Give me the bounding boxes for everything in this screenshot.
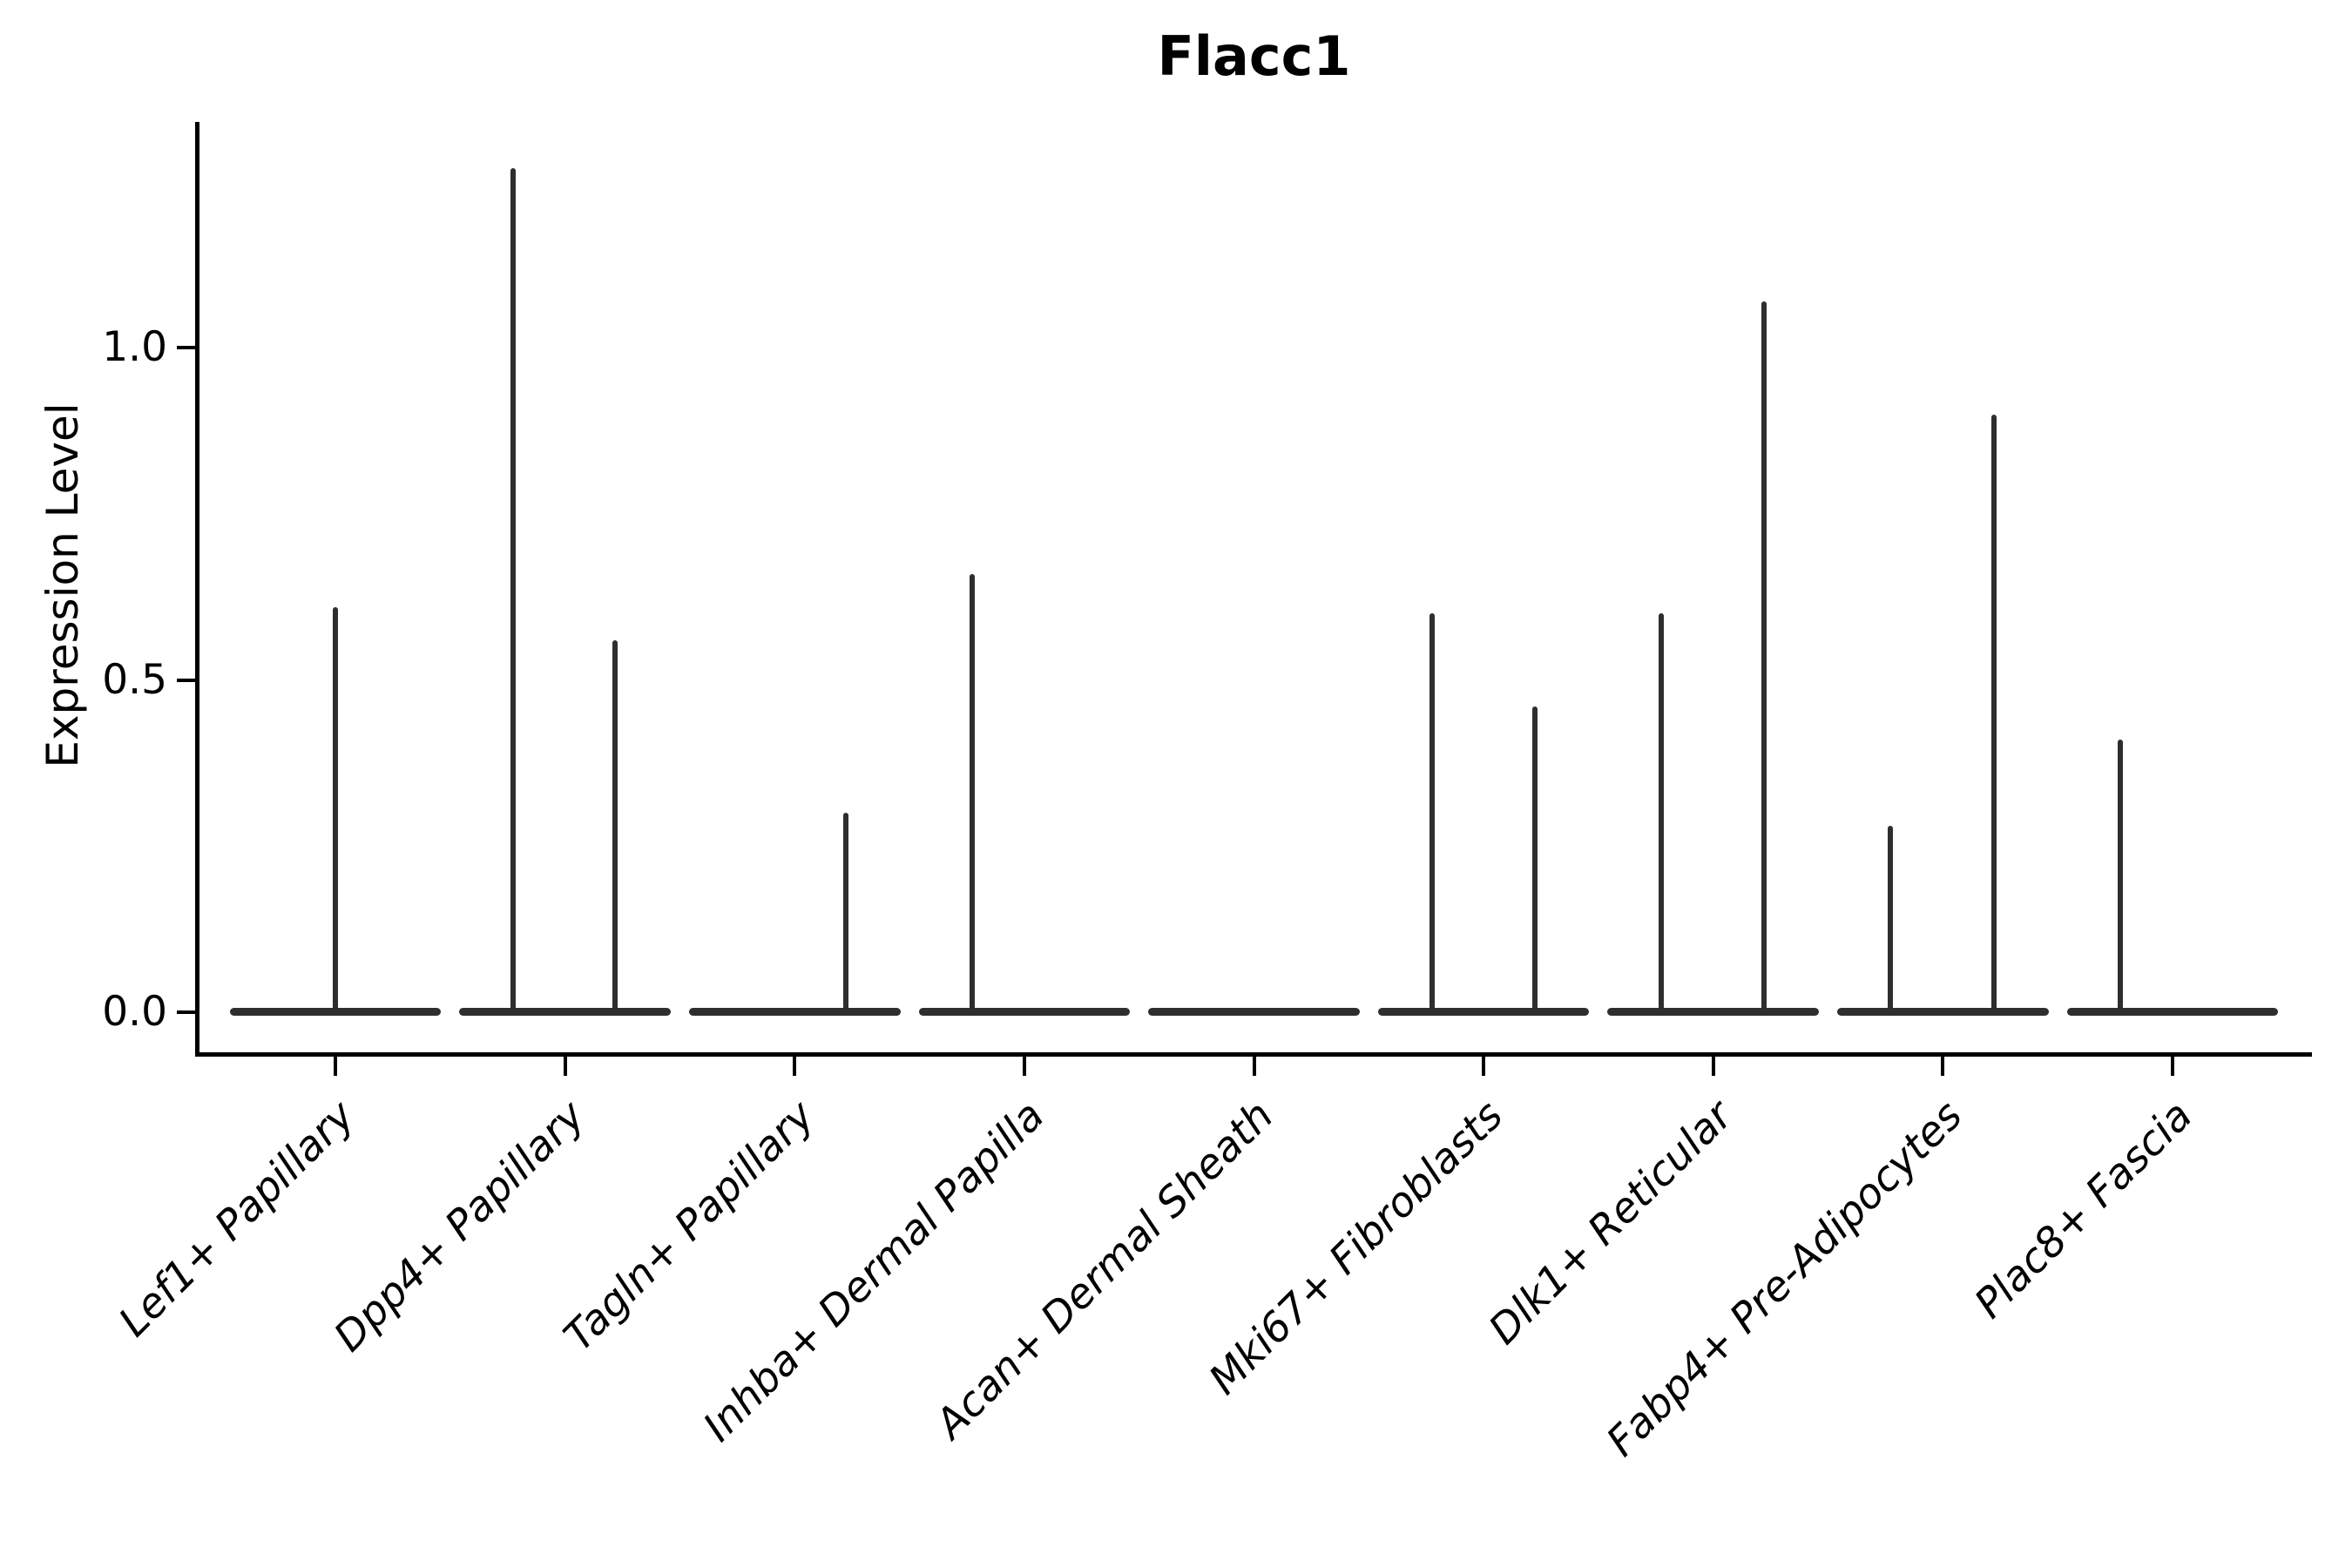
x-tick-mark [793, 1057, 797, 1076]
y-axis-spine [195, 122, 199, 1057]
x-tick-mark [563, 1057, 567, 1076]
violin-base [689, 1008, 901, 1017]
violin-spike [1531, 706, 1538, 1016]
violin-spike [510, 168, 516, 1016]
x-tick-mark [1941, 1057, 1945, 1076]
x-tick-mark [2170, 1057, 2174, 1076]
violin-spike [333, 606, 339, 1016]
x-tick-mark [1252, 1057, 1256, 1076]
violin-spike [1761, 301, 1767, 1016]
x-tick-mark [1482, 1057, 1486, 1076]
y-tick-mark [177, 1010, 195, 1014]
violin-base [1607, 1008, 1819, 1017]
violin-spike [1887, 826, 1893, 1016]
x-tick-label: Lef1+ Papillary [110, 1092, 365, 1347]
violin-spike [1658, 613, 1664, 1016]
violin-base [2066, 1008, 2279, 1017]
x-tick-mark [1022, 1057, 1026, 1076]
x-tick-mark [334, 1057, 338, 1076]
violin-base [1837, 1008, 2049, 1017]
y-tick-mark [177, 346, 195, 350]
violin-spike [1990, 414, 1997, 1016]
violin-spike [612, 639, 618, 1016]
violin-base [918, 1008, 1131, 1017]
y-tick-label: 0.5 [102, 655, 167, 704]
x-axis-spine [195, 1052, 2312, 1057]
violin-spike [970, 573, 976, 1016]
x-tick-label: Dpp4+ Papillary [324, 1092, 594, 1362]
violin-spike [842, 813, 848, 1016]
x-tick-label: Dlk1+ Reticular [1479, 1092, 1742, 1355]
x-tick-label: Plac8+ Fascia [1964, 1092, 2201, 1328]
y-tick-label: 0.0 [102, 987, 167, 1036]
violin-base [459, 1008, 671, 1017]
y-tick-mark [177, 678, 195, 682]
violin-spike [1429, 613, 1435, 1016]
violin-spike [2117, 740, 2123, 1016]
y-tick-label: 1.0 [102, 323, 167, 372]
x-tick-mark [1711, 1057, 1715, 1076]
violin-base [1148, 1008, 1360, 1017]
chart-title: Flacc1 [1157, 24, 1351, 88]
x-tick-label: Tagln+ Papillary [554, 1092, 824, 1361]
y-axis-label: Expression Level [37, 402, 88, 768]
violin-base [1377, 1008, 1590, 1017]
